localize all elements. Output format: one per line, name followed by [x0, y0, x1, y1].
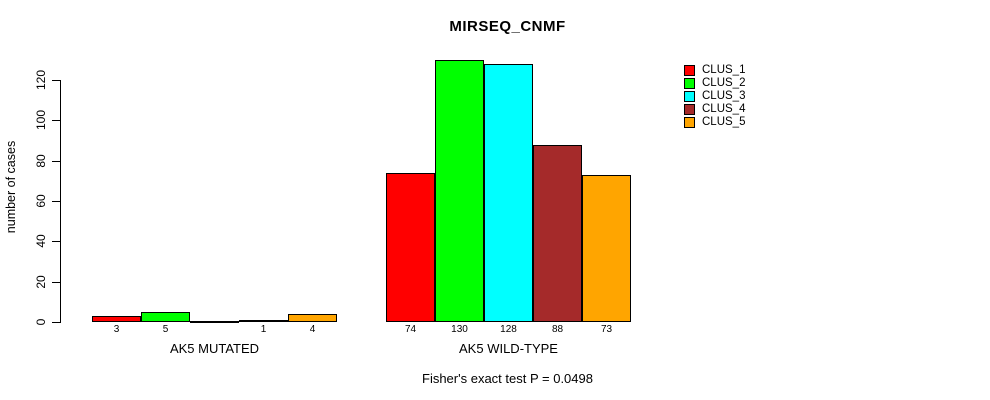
- y-tick-label-0: 0: [34, 318, 48, 326]
- legend-label-clus_3: CLUS_3: [702, 90, 746, 102]
- legend-label-clus_4: CLUS_4: [702, 103, 746, 115]
- legend-swatch-clus_3: [684, 91, 695, 102]
- legend: CLUS_1 CLUS_2 CLUS_3 CLUS_4 CLUS_5: [684, 64, 745, 129]
- bar-value-label-clus_4-group2: 88: [551, 324, 564, 335]
- y-tick-label-100: 100: [34, 109, 48, 131]
- legend-label-clus_1: CLUS_1: [702, 64, 746, 76]
- legend-row-clus_1: CLUS_1: [684, 64, 745, 77]
- group-label-ak5-wild-type: AK5 WILD-TYPE: [459, 341, 558, 356]
- bar-clus_4-group2: [533, 145, 582, 322]
- y-tick-label-20: 20: [34, 275, 48, 289]
- bar-clus_1-group1: [92, 316, 141, 322]
- bar-clus_4-group1: [239, 320, 288, 322]
- y-tick-mark-0: [52, 322, 60, 323]
- legend-swatch-clus_2: [684, 78, 695, 89]
- legend-row-clus_5: CLUS_5: [684, 116, 745, 129]
- bar-value-label-clus_1-group2: 74: [404, 324, 417, 335]
- chart-title: MIRSEQ_CNMF: [449, 18, 566, 35]
- y-tick-label-60: 60: [34, 194, 48, 208]
- fisher-test-annotation: Fisher's exact test P = 0.0498: [422, 371, 593, 386]
- y-tick-mark-20: [52, 282, 60, 283]
- bar-clus_5-group2: [582, 175, 631, 322]
- bar-value-label-clus_3-group2: 128: [500, 324, 517, 335]
- legend-label-clus_2: CLUS_2: [702, 77, 746, 89]
- bar-value-label-clus_5-group2: 73: [600, 324, 613, 335]
- legend-swatch-clus_1: [684, 65, 695, 76]
- y-tick-mark-120: [52, 80, 60, 81]
- bar-clus_2-group1: [141, 312, 190, 322]
- y-tick-mark-60: [52, 201, 60, 202]
- legend-row-clus_4: CLUS_4: [684, 103, 745, 116]
- bar-clus_5-group1: [288, 314, 337, 322]
- y-tick-mark-100: [52, 120, 60, 121]
- bar-value-label-clus_2-group1: 5: [162, 324, 169, 335]
- legend-row-clus_2: CLUS_2: [684, 77, 745, 90]
- bar-clus_1-group2: [386, 173, 435, 322]
- bar-clus_2-group2: [435, 60, 484, 322]
- y-tick-label-120: 120: [34, 69, 48, 91]
- legend-row-clus_3: CLUS_3: [684, 90, 745, 103]
- y-tick-mark-80: [52, 161, 60, 162]
- y-tick-label-80: 80: [34, 154, 48, 168]
- legend-swatch-clus_5: [684, 117, 695, 128]
- bar-value-label-clus_4-group1: 1: [260, 324, 267, 335]
- legend-swatch-clus_4: [684, 104, 695, 115]
- y-axis-line: [60, 80, 61, 323]
- bar-value-label-clus_2-group2: 130: [451, 324, 468, 335]
- group-label-ak5-mutated: AK5 MUTATED: [169, 341, 260, 356]
- legend-label-clus_5: CLUS_5: [702, 116, 746, 128]
- y-axis-title: number of cases: [4, 140, 18, 234]
- y-tick-label-40: 40: [34, 234, 48, 248]
- bar-clus_3-group2: [484, 64, 533, 322]
- bar-value-label-clus_1-group1: 3: [113, 324, 120, 335]
- y-tick-mark-40: [52, 241, 60, 242]
- bar-clus_3-group1: [190, 321, 239, 323]
- bar-value-label-clus_5-group1: 4: [309, 324, 316, 335]
